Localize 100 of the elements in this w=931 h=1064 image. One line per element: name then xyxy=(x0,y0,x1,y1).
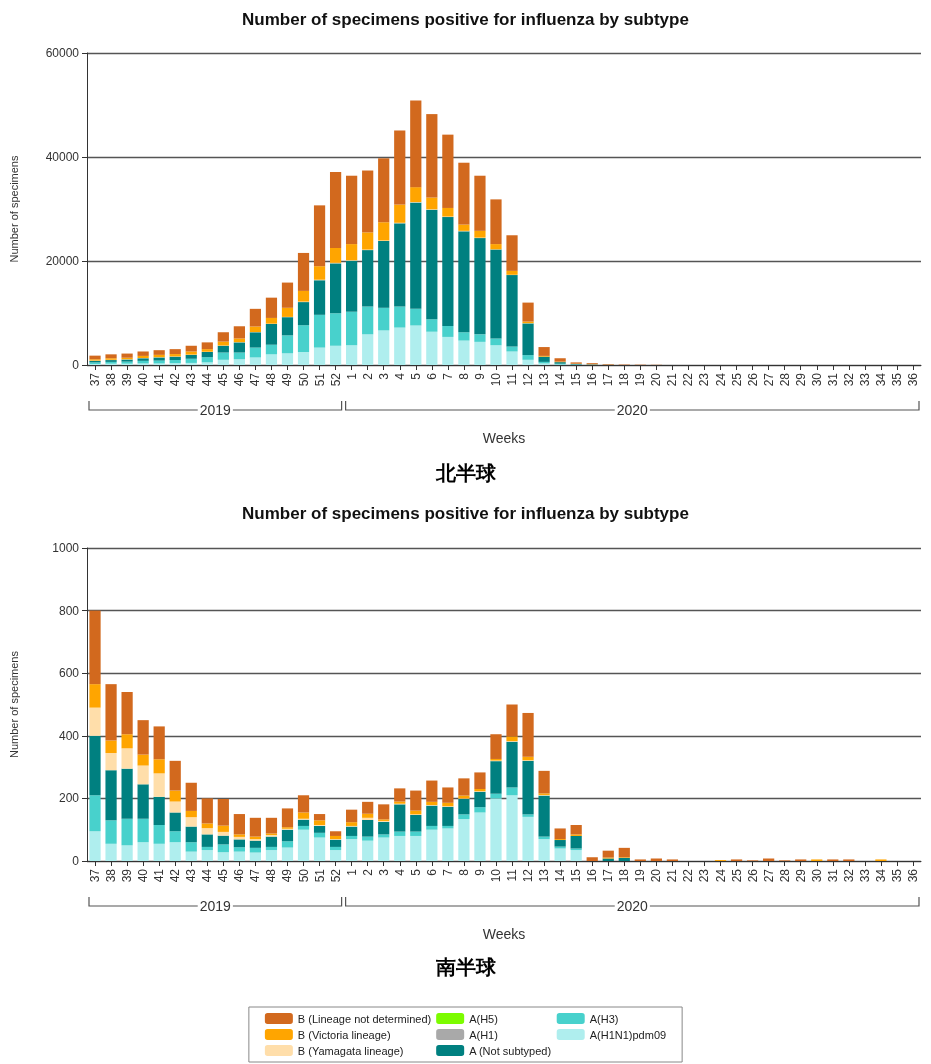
x-tick-label: 17 xyxy=(601,868,616,883)
x-tick-label: 25 xyxy=(729,372,744,387)
x-tick-label: 20 xyxy=(649,868,664,883)
x-tick-label: 37 xyxy=(88,868,103,883)
x-tick-label: 28 xyxy=(777,372,792,387)
x-tick-label: 40 xyxy=(136,372,151,387)
x-tick-label: 14 xyxy=(553,372,568,387)
x-tick-label: 36 xyxy=(905,372,920,387)
x-tick-label: 33 xyxy=(857,372,872,387)
legend-label: B (Yamagata lineage) xyxy=(297,1044,404,1057)
x-tick-label: 36 xyxy=(905,868,920,883)
x-tick-label: 19 xyxy=(633,868,648,883)
legend-label: A(H5) xyxy=(469,1012,498,1025)
x-tick-label: 49 xyxy=(280,372,295,387)
x-tick-label: 41 xyxy=(152,372,167,387)
x-tick-label: 7 xyxy=(440,868,455,876)
x-tick-label: 18 xyxy=(617,372,632,387)
x-tick-label: 45 xyxy=(216,868,231,883)
x-tick-label: 34 xyxy=(873,372,888,387)
x-tick-label: 10 xyxy=(488,868,503,883)
x-tick-label: 48 xyxy=(264,372,279,387)
x-tick-label: 29 xyxy=(793,868,808,883)
y-tick-label: 20000 xyxy=(45,254,80,268)
x-tick-label: 52 xyxy=(328,868,343,883)
x-tick-label: 30 xyxy=(809,868,824,883)
text: 2020 xyxy=(616,898,649,914)
x-tick-label: 30 xyxy=(809,372,824,387)
x-tick-label: 28 xyxy=(777,868,792,883)
x-tick-label: 3 xyxy=(376,372,391,380)
x-tick-label: 35 xyxy=(889,868,904,883)
x-tick-label: 29 xyxy=(793,372,808,387)
text: 2019 xyxy=(199,898,232,914)
y-tick-label: 800 xyxy=(58,603,80,618)
legend-label: B (Lineage not determined) xyxy=(297,1012,432,1025)
x-tick-label: 24 xyxy=(713,868,728,883)
y-tick-label: 600 xyxy=(58,666,80,681)
x-tick-label: 4 xyxy=(392,372,407,380)
x-tick-label: 12 xyxy=(521,372,536,387)
y-axis-title: Number of specimens xyxy=(7,155,20,263)
x-tick-label: 37 xyxy=(88,372,103,387)
x-tick-label: 38 xyxy=(104,372,119,387)
x-tick-label: 12 xyxy=(521,868,536,883)
x-tick-label: 8 xyxy=(456,868,471,876)
x-tick-label: 46 xyxy=(232,372,247,387)
x-tick-label: 9 xyxy=(472,372,487,380)
x-axis-title: Weeks xyxy=(482,926,526,942)
chart-title: Number of specimens positive for influenza by subtype xyxy=(242,10,689,29)
x-tick-label: 18 xyxy=(617,868,632,883)
x-tick-label: 45 xyxy=(216,372,231,387)
legend-label: A(H1) xyxy=(469,1028,498,1041)
x-tick-label: 13 xyxy=(537,372,552,387)
x-tick-label: 1 xyxy=(344,868,359,876)
x-tick-label: 9 xyxy=(472,868,487,876)
x-tick-label: 32 xyxy=(841,372,856,387)
x-tick-label: 42 xyxy=(168,372,183,387)
x-tick-label: 7 xyxy=(440,372,455,380)
x-tick-label: 39 xyxy=(120,868,135,883)
x-tick-label: 16 xyxy=(585,868,600,883)
x-tick-label: 47 xyxy=(248,372,263,387)
x-tick-label: 51 xyxy=(312,868,327,883)
x-tick-label: 15 xyxy=(569,372,584,387)
x-tick-label: 51 xyxy=(312,372,327,387)
x-tick-label: 20 xyxy=(649,372,664,387)
x-tick-label: 6 xyxy=(424,372,439,380)
y-tick-label: 60000 xyxy=(45,46,80,60)
x-tick-label: 4 xyxy=(392,868,407,876)
x-tick-label: 43 xyxy=(184,372,199,387)
x-tick-label: 21 xyxy=(665,372,680,387)
x-tick-label: 6 xyxy=(424,868,439,876)
x-tick-label: 2 xyxy=(360,372,375,380)
x-tick-label: 31 xyxy=(825,372,840,387)
text: 2019 xyxy=(199,402,232,418)
x-tick-label: 52 xyxy=(328,372,343,387)
x-tick-label: 2 xyxy=(360,868,375,876)
text: 北半球 xyxy=(434,461,497,485)
x-tick-label: 23 xyxy=(697,372,712,387)
x-tick-label: 27 xyxy=(761,372,776,387)
x-tick-label: 35 xyxy=(889,372,904,387)
x-tick-label: 14 xyxy=(553,868,568,883)
x-tick-label: 49 xyxy=(280,868,295,883)
x-tick-label: 23 xyxy=(697,868,712,883)
x-tick-label: 24 xyxy=(713,372,728,387)
x-tick-label: 41 xyxy=(152,868,167,883)
x-tick-label: 26 xyxy=(745,372,760,387)
x-tick-label: 25 xyxy=(729,868,744,883)
y-tick-label: 0 xyxy=(72,854,80,868)
x-tick-label: 16 xyxy=(585,372,600,387)
x-tick-label: 32 xyxy=(841,868,856,883)
x-tick-label: 13 xyxy=(537,868,552,883)
x-tick-label: 11 xyxy=(505,372,520,386)
x-tick-label: 50 xyxy=(296,868,311,883)
y-tick-label: 200 xyxy=(58,791,80,806)
x-tick-label: 34 xyxy=(873,868,888,883)
x-tick-label: 39 xyxy=(120,372,135,387)
chart-title: Number of specimens positive for influenza by subtype xyxy=(242,504,689,523)
x-tick-label: 21 xyxy=(665,868,680,883)
x-tick-label: 17 xyxy=(601,372,616,387)
x-tick-label: 47 xyxy=(248,868,263,883)
legend-label: A (Not subtyped) xyxy=(469,1044,552,1057)
y-tick-label: 400 xyxy=(58,728,80,743)
